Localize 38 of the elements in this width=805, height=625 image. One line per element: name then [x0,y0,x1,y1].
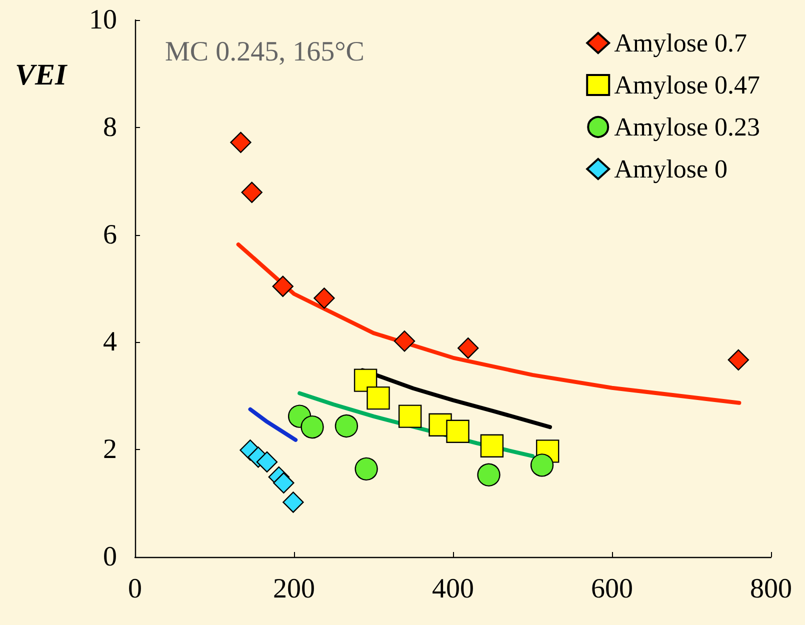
point [446,420,470,443]
point [314,288,335,309]
point [241,182,262,203]
legend-label: Amylose 0.23 [614,112,760,142]
x-tick-label: 800 [750,574,792,604]
line-series [248,407,298,442]
y-tick-label: 8 [103,112,117,143]
y-tick-label: 2 [103,434,117,466]
point [366,386,390,410]
point [334,414,358,438]
legend-label: Amylose 0.47 [614,70,760,100]
point [530,454,554,477]
line-series [236,242,742,405]
point [728,349,750,371]
x-tick-label: 400 [432,574,474,604]
point [354,457,378,481]
y-axis-title: VEI [15,58,68,92]
point [394,330,416,352]
y-tick-label: 6 [103,219,117,250]
annotation: MC 0.245, 165°C [165,36,364,68]
x-tick-label: 200 [273,574,315,604]
point [273,472,294,494]
legend-label: Amylose 0 [614,154,728,184]
point [230,132,252,154]
point [256,451,278,473]
point [480,434,504,458]
point [458,338,479,359]
y-tick-label: 10 [89,4,117,36]
point [477,463,500,486]
y-tick-label: 0 [103,542,117,572]
x-tick-label: 0 [128,574,142,604]
y-tick-label: 4 [103,326,117,358]
point [300,415,324,439]
legend-label: Amylose 0.7 [614,28,748,58]
point [398,404,422,428]
point [272,276,294,297]
x-tick-label: 600 [591,574,633,604]
point [282,492,304,513]
